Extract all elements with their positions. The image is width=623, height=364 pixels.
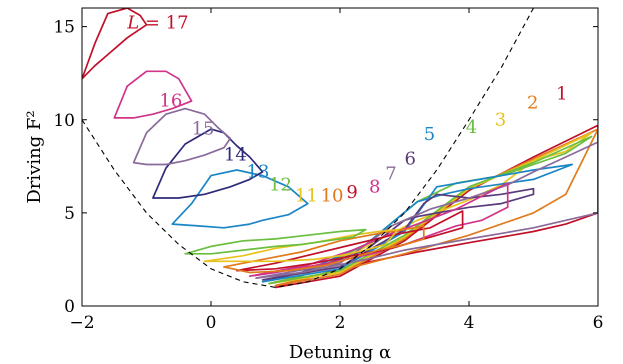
curve-label-4: 4: [466, 117, 477, 138]
curve-label-6: 6: [405, 149, 416, 170]
curve-L16: [113, 70, 193, 119]
curve-L14: [152, 128, 264, 199]
curve-label-12: 12: [269, 175, 292, 196]
curve-L2: [274, 128, 598, 287]
curve-label-3: 3: [495, 109, 506, 130]
curve-label-9: 9: [346, 182, 357, 203]
curve-L15: [132, 107, 232, 166]
curve-label-2: 2: [527, 93, 538, 114]
curve-L17: [82, 8, 148, 80]
x-tick-label: 0: [206, 313, 217, 333]
curve-L12: [184, 228, 367, 255]
y-tick-label: 10: [53, 111, 75, 131]
x-tick-label: −2: [69, 313, 94, 333]
curve-L13: [171, 169, 309, 229]
dashed-boundary-curve: [82, 8, 534, 288]
curve-label-10: 10: [321, 186, 344, 207]
x-tick-label: 4: [464, 313, 475, 333]
curve-label-14: 14: [224, 145, 247, 166]
curve-label-5: 5: [424, 124, 435, 145]
curve-L9: [235, 210, 464, 272]
curve-label-17: L = 17: [126, 13, 188, 34]
y-tick-label: 0: [64, 297, 75, 317]
curve-L10: [223, 225, 425, 274]
curve-label-13: 13: [247, 162, 270, 183]
x-tick-label: 6: [593, 313, 604, 333]
curve-label-11: 11: [295, 186, 318, 207]
curve-label-8: 8: [369, 176, 380, 197]
x-axis-title: Detuning α: [289, 342, 391, 363]
y-axis-title: Driving F²: [24, 110, 45, 203]
curve-label-16: 16: [159, 91, 182, 112]
curves-layer: [82, 8, 598, 289]
curve-L11: [203, 228, 399, 263]
x-tick-label: 2: [335, 313, 346, 333]
y-tick-label: 15: [53, 18, 75, 38]
curve-L7: [255, 141, 598, 279]
y-tick-label: 5: [64, 204, 75, 224]
curve-label-7: 7: [385, 163, 396, 184]
curve-label-1: 1: [556, 83, 567, 104]
curve-label-15: 15: [192, 119, 215, 140]
